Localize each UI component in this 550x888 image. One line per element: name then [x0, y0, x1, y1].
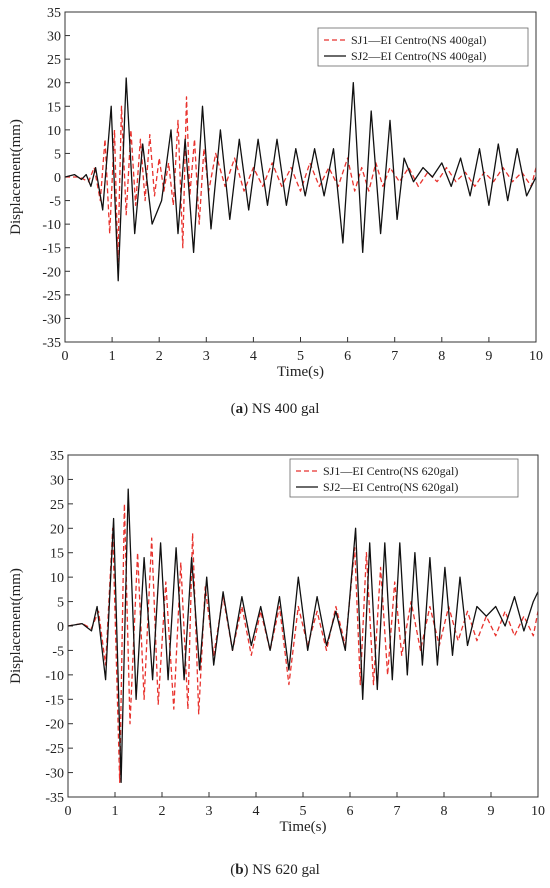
chart-b-xtick-label: 0: [65, 804, 72, 819]
chart-a-ytick-label: 10: [47, 124, 61, 139]
chart-a-legend-label-2: SJ2—EI Centro(NS 400gal): [351, 49, 486, 63]
chart-b-ytick-label: 0: [57, 620, 64, 635]
chart-a-ytick-label: 0: [54, 171, 61, 186]
chart-b-legend-label-1: SJ1—EI Centro(NS 620gal): [323, 464, 458, 478]
chart-b-ytick-label: -30: [45, 767, 64, 782]
chart-a-xtick-label: 2: [156, 349, 163, 364]
chart-b-plot-frame: [67, 454, 539, 798]
chart-b-xtick-label: 5: [300, 804, 307, 819]
chart-a-xtick-label: 4: [250, 349, 257, 364]
chart-b-xtick-label: 6: [347, 804, 354, 819]
chart-b-ytick-label: -15: [45, 693, 64, 708]
chart-a-legend-box: [317, 27, 529, 67]
chart-b-ytick-label: 30: [50, 473, 64, 488]
chart-b-ytick-label: -35: [45, 791, 64, 806]
chart-a-x-axis-label: Time(s): [277, 364, 324, 380]
chart-b-legend-box: [289, 458, 519, 498]
chart-a-y-axis-label: Displacement(mm): [8, 119, 24, 235]
chart-a-xtick-label: 1: [109, 349, 116, 364]
chart-b-xtick-label: 9: [488, 804, 495, 819]
chart-a-caption: (a) NS 400 gal: [231, 401, 320, 417]
chart-a-ytick-label: -15: [42, 242, 61, 257]
chart-a-ytick-label: -20: [42, 265, 61, 280]
chart-b-ytick-label: 5: [57, 596, 64, 611]
chart-b-xtick-label: 4: [253, 804, 260, 819]
chart-b-series-1-line: [68, 503, 538, 783]
chart-b-figure: 35 30 25 20 15 10 5 0 -5 -10 -15 -20 -25 -30 -35 0 1 2 3 4 5…: [0, 444, 550, 888]
chart-a-xtick-label: 5: [297, 349, 304, 364]
chart-a-caption-letter: a: [236, 401, 244, 417]
chart-a-xtick-label: 9: [485, 349, 492, 364]
chart-a-ytick-label: 35: [47, 6, 61, 21]
chart-a-series-2-line: [65, 77, 536, 282]
chart-a-ytick-label: 25: [47, 53, 61, 68]
chart-a-ytick-label: -25: [42, 289, 61, 304]
chart-b-legend: SJ1—EI Centro(NS 620gal) SJ2—EI Centro(NS…: [289, 458, 519, 498]
chart-b-xtick-label: 10: [531, 804, 545, 819]
chart-a-ytick-label: -30: [42, 312, 61, 327]
chart-b-ytick-label: 15: [50, 547, 64, 562]
chart-b-ytick-label: -5: [52, 644, 64, 659]
chart-b-ytick-label: 20: [50, 522, 64, 537]
chart-b-xtick-label: 8: [441, 804, 448, 819]
chart-a-legend: SJ1—EI Centro(NS 400gal) SJ2—EI Centro(NS…: [317, 27, 529, 67]
chart-b-xtick-label: 7: [394, 804, 401, 819]
chart-b-caption-text: NS 620 gal: [252, 862, 320, 878]
chart-b-series-2-line: [68, 488, 538, 783]
chart-a-legend-label-1: SJ1—EI Centro(NS 400gal): [351, 33, 486, 47]
chart-a-ytick-label: -35: [42, 336, 61, 351]
chart-a-ytick-label: -5: [49, 195, 61, 210]
chart-b-ytick-label: -25: [45, 742, 64, 757]
chart-a-caption-text: NS 400 gal: [252, 401, 320, 417]
chart-a-xtick-label: 8: [438, 349, 445, 364]
chart-a-ytick-label: 20: [47, 77, 61, 92]
chart-b-ytick-label: -20: [45, 718, 64, 733]
chart-b-y-axis-label: Displacement(mm): [8, 568, 24, 684]
chart-b-xtick-label: 3: [206, 804, 213, 819]
chart-b-ytick-label: 10: [50, 571, 64, 586]
chart-a-ytick-label: 15: [47, 100, 61, 115]
chart-a-xtick-label: 3: [203, 349, 210, 364]
chart-b-ytick-label: -10: [45, 669, 64, 684]
chart-a-xtick-label: 0: [62, 349, 69, 364]
chart-b-xtick-label: 1: [112, 804, 119, 819]
chart-a-xtick-label: 7: [391, 349, 398, 364]
chart-a-ytick-label: -10: [42, 218, 61, 233]
chart-a-xtick-label: 10: [529, 349, 543, 364]
chart-a-plot-frame: [64, 11, 537, 343]
chart-b-ytick-label: 25: [50, 498, 64, 513]
chart-a-xtick-label: 6: [344, 349, 351, 364]
chart-b-caption-letter: b: [235, 862, 243, 878]
chart-b-caption: (b) NS 620 gal: [230, 862, 320, 878]
chart-a-ytick-label: 5: [54, 147, 61, 162]
chart-b-xtick-label: 2: [159, 804, 166, 819]
chart-a-figure: 35 30 25 20 15 10 5 0 -5 -10 -15 -20 -25 -30 -35 0 1 2 3 4 5…: [8, 6, 543, 417]
chart-b-legend-label-2: SJ2—EI Centro(NS 620gal): [323, 480, 458, 494]
chart-b-x-axis-label: Time(s): [280, 819, 327, 835]
chart-a-ytick-label: 30: [47, 30, 61, 45]
chart-b-ytick-label: 35: [50, 449, 64, 464]
